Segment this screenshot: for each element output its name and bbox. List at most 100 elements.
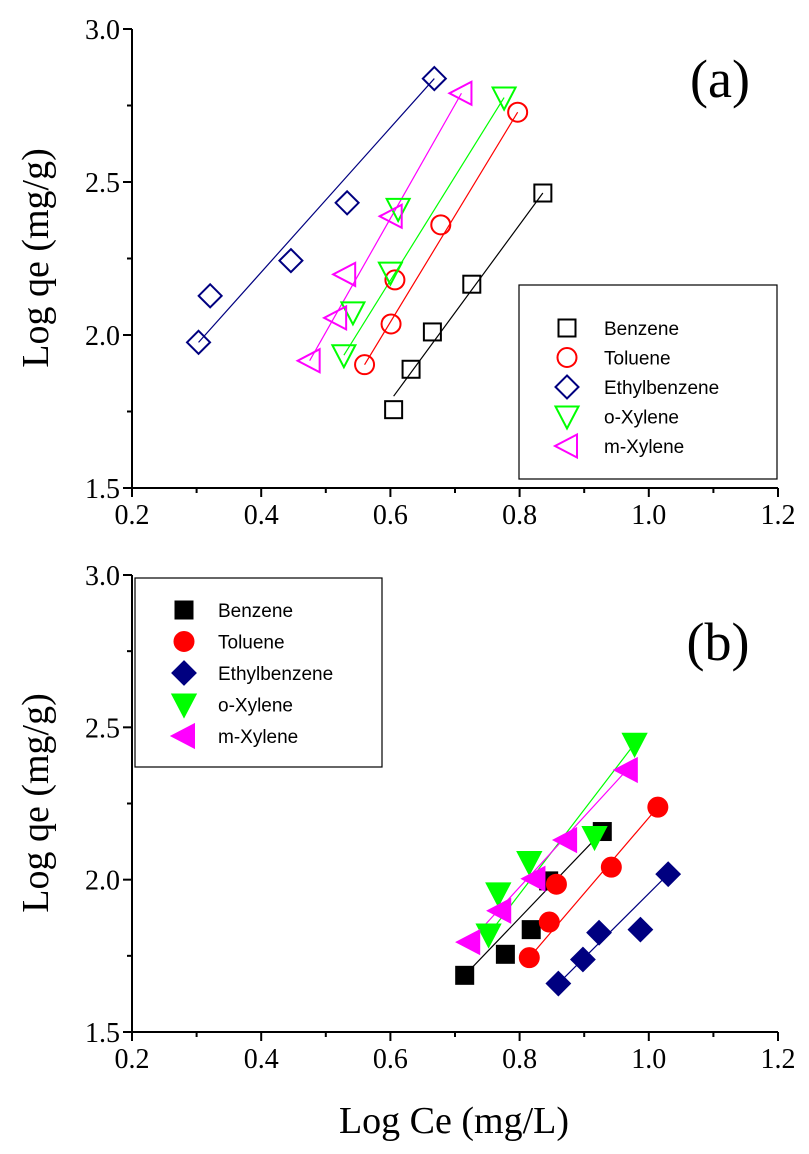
data-point-benzene	[462, 274, 482, 294]
data-point-toluene	[430, 214, 452, 236]
data-point-benzene	[521, 920, 541, 940]
x-tick-label: 0.8	[502, 1044, 537, 1075]
fit-line-toluene	[528, 806, 659, 959]
x-tick-label: 1.0	[631, 1044, 666, 1075]
legend-label: Toluene	[604, 349, 671, 370]
legend-marker-o-xylene	[170, 693, 198, 719]
data-point-toluene	[545, 873, 567, 895]
x-tick-label: 0.6	[373, 500, 408, 531]
data-point-o-xylene	[377, 261, 404, 287]
data-point-ethylbenzene	[655, 861, 682, 888]
data-point-toluene	[647, 796, 669, 818]
panel-label: (b)	[687, 612, 750, 672]
legend-marker-benzene	[174, 600, 194, 620]
data-point-m-xylene	[551, 826, 578, 854]
fit-line-m-xylene	[309, 92, 462, 362]
data-point-m-xylene	[455, 928, 481, 956]
legend-label: Benzene	[604, 319, 679, 340]
y-tick-label: 2.0	[85, 866, 120, 897]
x-tick-label: 1.0	[631, 500, 666, 531]
data-point-toluene	[384, 269, 406, 291]
data-point-ethylbenzene	[569, 946, 596, 973]
fit-line-benzene	[464, 831, 603, 976]
data-point-toluene	[380, 313, 402, 335]
panel-b: 0.2 0.4 0.6 0.8 1.0 1.2 1.5 2.0 2.5 3.0 Log qe (mg…	[15, 561, 796, 1142]
data-point-benzene	[422, 322, 442, 342]
data-point-o-xylene	[485, 882, 512, 908]
data-point-m-xylene	[447, 80, 473, 107]
legend-marker-toluene	[556, 347, 578, 368]
data-point-o-xylene	[475, 923, 502, 949]
y-tick-label: 1.5	[85, 1018, 120, 1049]
data-point-ethylbenzene	[421, 65, 448, 92]
x-tick-label: 0.6	[373, 1044, 408, 1075]
data-point-toluene	[538, 911, 560, 933]
data-point-ethylbenzene	[334, 189, 361, 216]
fit-line-toluene	[364, 111, 519, 365]
legend-label: Ethylbenzene	[604, 378, 719, 399]
y-tick-label: 3.0	[85, 561, 120, 592]
x-tick-label: 0.2	[115, 1044, 150, 1075]
data-point-toluene	[518, 947, 540, 969]
data-point-m-xylene	[321, 304, 348, 332]
data-point-o-xylene	[516, 850, 543, 877]
y-tick-label: 2.0	[85, 321, 120, 352]
fit-line-benzene	[393, 192, 544, 397]
x-tick-label: 0.4	[244, 1044, 279, 1075]
legend-label: Ethylbenzene	[218, 664, 333, 685]
y-tick-label: 3.0	[85, 15, 120, 46]
legend-marker-toluene	[173, 631, 195, 652]
fit-line-o-xylene	[343, 97, 505, 356]
legend-marker-benzene	[557, 318, 577, 338]
data-point-ethylbenzene	[185, 329, 212, 356]
y-tick-label: 2.5	[85, 713, 120, 744]
data-point-m-xylene	[331, 261, 357, 288]
data-point-o-xylene	[490, 86, 518, 112]
data-point-o-xylene	[330, 344, 358, 370]
x-tick-label: 1.2	[761, 1044, 796, 1075]
legend-label: Toluene	[218, 633, 285, 654]
panel-label: (a)	[690, 49, 750, 109]
data-point-ethylbenzene	[197, 282, 224, 309]
data-point-benzene	[401, 359, 421, 379]
y-tick-label: 1.5	[85, 474, 120, 505]
x-tick-label: 1.2	[761, 500, 796, 531]
legend-label: m-Xylene	[218, 727, 298, 748]
x-tick-label: 0.2	[115, 500, 150, 531]
data-point-benzene	[384, 400, 404, 420]
panel-a: 0.2 0.4 0.6 0.8 1.0 1.2 1.5 2.0 2.5 3.0 Log qe (mg…	[15, 15, 796, 531]
data-point-toluene	[507, 101, 529, 123]
legend-label: m-Xylene	[604, 437, 684, 458]
legend-marker-m-xylene	[552, 432, 578, 460]
data-point-m-xylene	[295, 347, 321, 374]
data-point-m-xylene	[612, 756, 638, 784]
data-point-benzene	[495, 944, 515, 964]
data-point-toluene	[354, 354, 376, 376]
data-point-ethylbenzene	[545, 970, 572, 997]
y-axis-title: Log qe (mg/g)	[15, 693, 57, 913]
data-point-o-xylene	[581, 826, 608, 852]
legend-marker-o-xylene	[553, 405, 581, 431]
data-point-m-xylene	[520, 865, 546, 892]
x-axis-title: Log Ce (mg/L)	[339, 1100, 569, 1142]
data-point-m-xylene	[377, 203, 403, 230]
data-point-benzene	[455, 965, 475, 985]
legend-label: o-Xylene	[218, 696, 293, 717]
legend-label: Benzene	[218, 601, 293, 622]
data-point-o-xylene	[339, 301, 367, 327]
data-point-o-xylene	[621, 732, 648, 758]
data-point-ethylbenzene	[278, 247, 304, 274]
legend-box	[518, 284, 778, 480]
fit-line-ethylbenzene	[198, 78, 435, 343]
data-point-toluene	[600, 856, 622, 878]
data-point-benzene	[533, 183, 553, 203]
x-tick-label: 0.4	[244, 500, 279, 531]
y-axis-title: Log qe (mg/g)	[15, 148, 57, 368]
legend-marker-ethylbenzene	[171, 660, 197, 686]
legend-label: o-Xylene	[604, 408, 679, 429]
legend-marker-ethylbenzene	[554, 374, 580, 400]
data-point-ethylbenzene	[627, 916, 654, 943]
data-point-m-xylene	[486, 897, 512, 924]
x-tick-label: 0.8	[502, 500, 537, 531]
